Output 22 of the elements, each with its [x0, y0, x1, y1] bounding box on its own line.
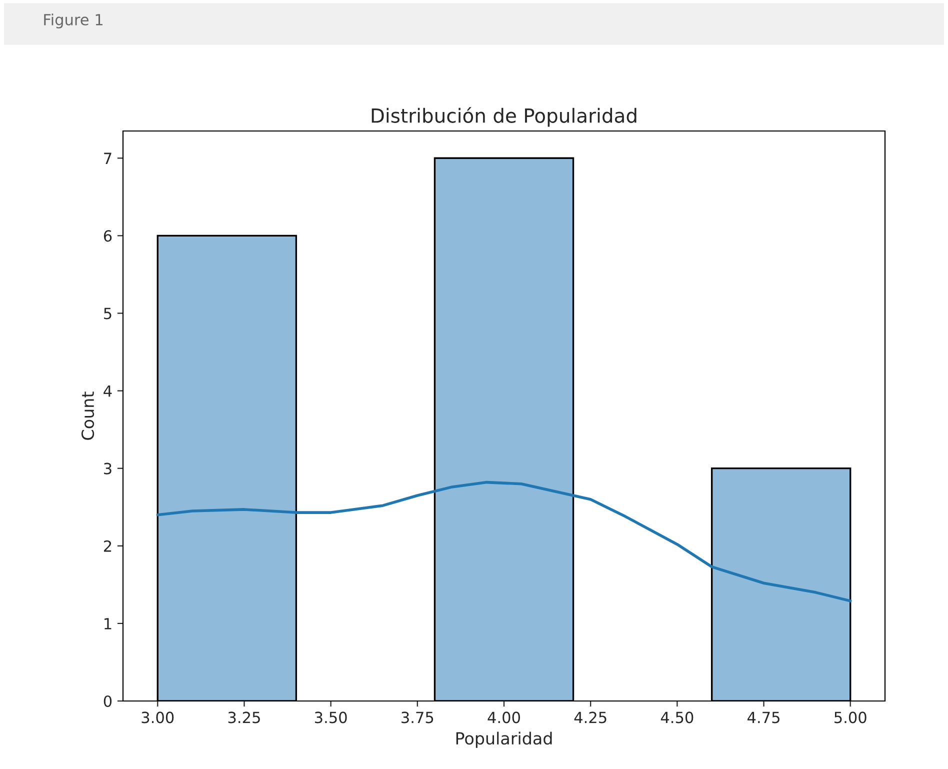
x-axis-title: Popularidad: [456, 732, 552, 748]
y-tick-label: 2: [104, 540, 112, 552]
chart-title: Distribución de Popularidad: [372, 107, 636, 127]
y-tick-label: 5: [104, 308, 112, 320]
y-axis-title: Count: [81, 392, 94, 440]
x-tick-label: 3.00: [142, 712, 174, 724]
x-tick-label: 5.00: [834, 712, 866, 724]
line-series: [156, 480, 852, 602]
y-tick-label: 6: [104, 230, 112, 242]
caption: Figure 1: [44, 14, 102, 28]
y-tick-label: 7: [104, 152, 112, 164]
x-tick-label: 4.25: [574, 712, 606, 724]
y-tick-label: 3: [104, 462, 112, 474]
y-tick-label: 0: [104, 695, 112, 708]
x-tick-label: 3.25: [228, 712, 260, 724]
x-tick-label: 3.75: [402, 712, 434, 724]
y-tick-label: 1: [104, 618, 112, 630]
x-tick-label: 4.50: [660, 712, 694, 724]
y-tick-label: 4: [104, 385, 112, 397]
x-tick-label: 3.50: [314, 712, 347, 724]
x-tick-label: 4.75: [748, 712, 780, 724]
x-tick-label: 4.00: [488, 712, 520, 724]
